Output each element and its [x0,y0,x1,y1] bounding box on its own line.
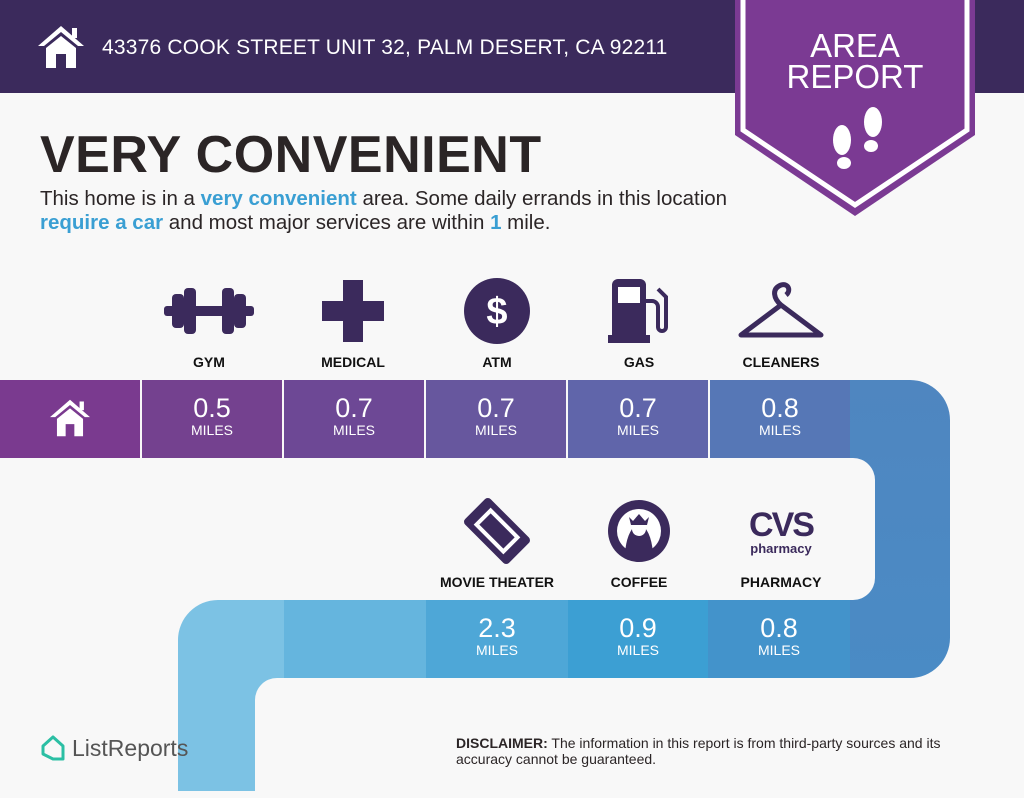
path-inner-corner [255,678,455,798]
dollar-icon: $ [464,278,530,344]
home-cell [0,380,140,458]
category-atm: $ ATM [426,276,568,370]
distance-movie-theater: 2.3 MILES [426,600,568,678]
home-icon [50,399,90,437]
ticket-icon [464,498,530,564]
home-icon [38,26,84,68]
distance-gas: 0.7 MILES [568,380,708,458]
description: This home is in a very convenient area. … [40,187,728,234]
disclaimer: DISCLAIMER: The information in this repo… [456,735,941,767]
starbucks-logo [608,500,670,562]
distance-pharmacy: 0.8 MILES [708,600,850,678]
dumbbell-icon [164,288,254,334]
category-coffee: COFFEE [568,496,710,590]
distance-atm: 0.7 MILES [426,380,566,458]
address: 43376 COOK STREET UNIT 32, PALM DESERT, … [102,36,668,59]
medical-cross-icon [322,280,384,342]
distance-gym: 0.5 MILES [142,380,282,458]
headline: VERY CONVENIENT [40,126,542,184]
distance-coffee: 0.9 MILES [568,600,708,678]
category-cleaners: CLEANERS [710,276,852,370]
category-gas: GAS [568,276,710,370]
distance-cleaners: 0.8 MILES [710,380,850,458]
cvs-logo: CVS pharmacy [749,505,815,556]
path-inner-panel [0,458,875,600]
category-gym: GYM [138,276,280,370]
hanger-icon [738,282,824,338]
path-segment [284,600,426,678]
area-report-banner [735,0,975,216]
category-medical: MEDICAL [282,276,424,370]
category-movie-theater: MOVIE THEATER [426,496,568,590]
distance-medical: 0.7 MILES [284,380,424,458]
gas-pump-icon [608,279,668,343]
category-pharmacy: CVS pharmacy PHARMACY [710,496,852,591]
svg-text:$: $ [486,291,507,333]
footprints-icon [833,107,882,169]
listreports-logo: ListReports [40,734,188,762]
banner-title: AREA REPORT [786,27,924,95]
